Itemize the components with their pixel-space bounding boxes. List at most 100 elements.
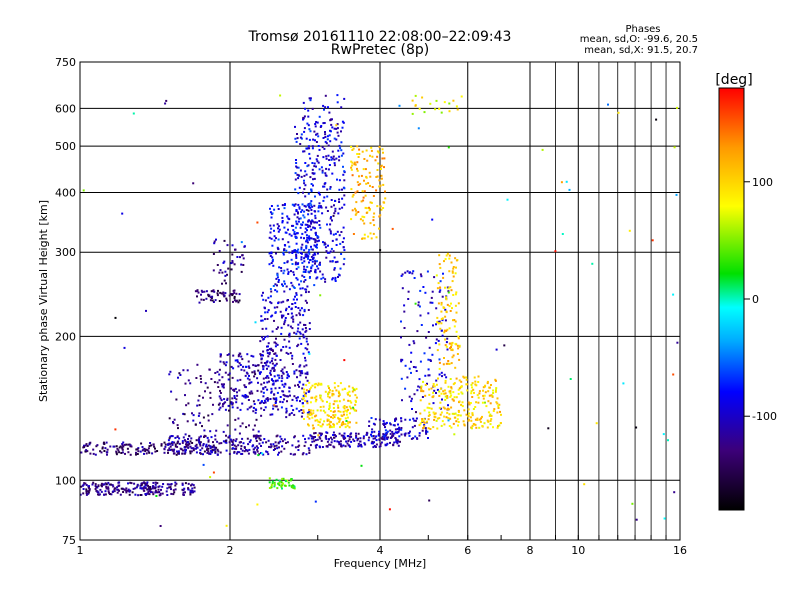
echo-point (451, 398, 454, 401)
echo-point (231, 402, 234, 405)
echo-point (242, 257, 245, 260)
echo-point (445, 296, 447, 299)
echo-point (313, 130, 316, 133)
echo-point (326, 223, 328, 226)
echo-point (121, 451, 124, 454)
echo-point (245, 386, 247, 389)
echo-point (325, 206, 328, 209)
echo-point (176, 424, 179, 427)
echo-point (217, 386, 220, 388)
echo-point (281, 221, 284, 224)
echo-point (156, 491, 159, 494)
echo-point (279, 435, 282, 438)
echo-point (329, 119, 332, 122)
echo-point (312, 178, 314, 181)
echo-point (357, 442, 360, 445)
echo-point (85, 492, 88, 494)
echo-point (439, 280, 442, 283)
echo-point (375, 176, 378, 178)
echo-point (344, 437, 347, 440)
echo-point (336, 101, 339, 104)
echo-point (106, 451, 109, 454)
echo-point (256, 446, 259, 449)
echo-point (241, 402, 244, 405)
echo-point (126, 447, 129, 450)
echo-point (222, 261, 225, 264)
stats-o: mean, sd,O: -99.6, 20.5 (580, 34, 698, 45)
echo-point (87, 491, 90, 494)
echo-point (364, 206, 367, 209)
echo-point (374, 437, 377, 440)
echo-point (182, 491, 185, 494)
echo-point (85, 449, 88, 452)
echo-point (281, 477, 284, 480)
echo-point (149, 488, 152, 490)
echo-point (110, 493, 113, 496)
echo-point (235, 445, 238, 448)
echo-point (296, 345, 299, 348)
echo-point (290, 281, 293, 284)
echo-point (332, 425, 335, 428)
echo-point (191, 483, 194, 486)
echo-point (414, 435, 417, 438)
echo-point (430, 407, 433, 410)
echo-point (267, 309, 270, 312)
echo-point (307, 424, 310, 427)
echo-point (278, 266, 281, 269)
echo-point (288, 484, 291, 487)
echo-point (290, 412, 293, 415)
echo-point (273, 229, 275, 232)
echo-point (470, 392, 473, 395)
echo-point (382, 207, 385, 209)
echo-point (133, 482, 136, 485)
echo-point (410, 360, 412, 363)
echo-point (230, 401, 233, 404)
stats-x: mean, sd,X: 91.5, 20.7 (584, 45, 698, 56)
echo-point (117, 449, 120, 452)
echo-point (373, 224, 376, 227)
echo-point (305, 209, 308, 211)
echo-point (375, 439, 378, 441)
echo-point (433, 418, 436, 421)
echo-point (327, 244, 329, 247)
echo-point (438, 361, 441, 364)
echo-point (125, 487, 128, 490)
echo-point (299, 136, 302, 139)
echo-point (396, 442, 399, 445)
echo-point (356, 153, 359, 155)
echo-point (300, 133, 303, 136)
echo-point (260, 357, 263, 360)
echo-point (428, 393, 431, 396)
echo-point (370, 146, 373, 149)
echo-point (146, 449, 149, 452)
echo-point (434, 108, 437, 111)
echo-point (338, 400, 341, 403)
echo-point (306, 301, 308, 304)
echo-point (305, 244, 308, 247)
echo-point (471, 382, 474, 385)
echo-point (89, 452, 92, 455)
echo-point (209, 391, 212, 394)
echo-point (287, 228, 289, 231)
echo-point (371, 428, 374, 431)
echo-point (333, 164, 336, 167)
echo-point (440, 318, 443, 320)
echo-point (320, 432, 323, 435)
echo-point (295, 397, 298, 399)
echo-point (317, 423, 320, 426)
echo-point (154, 450, 157, 453)
echo-point (369, 175, 372, 178)
echo-point (213, 381, 216, 384)
echo-point (369, 232, 372, 235)
echo-point (411, 426, 414, 429)
echo-point (91, 483, 94, 486)
echo-point (184, 491, 186, 494)
echo-point (103, 483, 106, 486)
echo-point (254, 411, 257, 414)
echo-point (279, 440, 282, 443)
echo-point (445, 311, 448, 314)
echo-point (199, 421, 202, 424)
echo-point (443, 389, 446, 392)
echo-point (232, 289, 235, 292)
echo-point (193, 486, 196, 489)
